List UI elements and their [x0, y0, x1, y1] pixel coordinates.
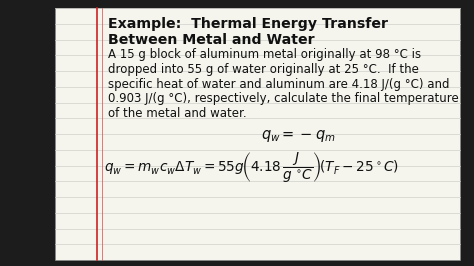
Text: of the metal and water.: of the metal and water.: [108, 107, 246, 120]
Text: specific heat of water and aluminum are 4.18 J/(g °C) and: specific heat of water and aluminum are …: [108, 78, 449, 91]
Text: A 15 g block of aluminum metal originally at 98 °C is: A 15 g block of aluminum metal originall…: [108, 48, 421, 61]
Bar: [0, 260, 474, 266]
Bar: [0, 0, 55, 266]
Text: Example:  Thermal Energy Transfer: Example: Thermal Energy Transfer: [108, 17, 388, 31]
Text: dropped into 55 g of water originally at 25 °C.  If the: dropped into 55 g of water originally at…: [108, 63, 419, 76]
Bar: [0, 0, 474, 8]
Text: $q_w = m_wc_w\Delta T_w = 55g\!\left(4.18\,\dfrac{J}{g\,{^\circ}\!C}\right)\!(T_: $q_w = m_wc_w\Delta T_w = 55g\!\left(4.1…: [104, 150, 399, 185]
Bar: [460, 0, 474, 266]
Text: 0.903 J/(g °C), respectively, calculate the final temperature: 0.903 J/(g °C), respectively, calculate …: [108, 92, 459, 105]
Bar: [55, 8, 460, 260]
Text: $q_w = -q_m$: $q_w = -q_m$: [261, 128, 336, 144]
Text: Between Metal and Water: Between Metal and Water: [108, 33, 315, 47]
